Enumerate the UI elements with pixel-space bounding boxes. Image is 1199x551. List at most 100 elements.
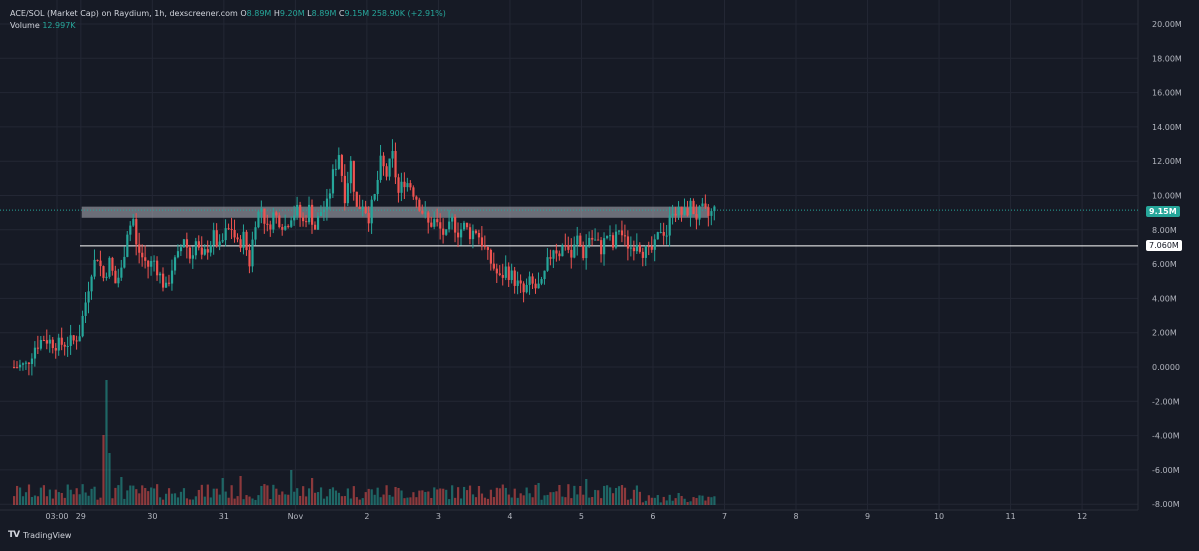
candle-body [606, 236, 609, 239]
volume-bar [260, 486, 263, 505]
candle-body [203, 249, 206, 255]
volume-bar [302, 486, 305, 505]
volume-bar [495, 487, 498, 505]
candle-body [501, 274, 504, 278]
volume-bar [486, 498, 490, 505]
x-tick-label: 3 [436, 512, 441, 521]
candle-body [644, 246, 647, 258]
volume-bar [135, 489, 138, 505]
candle-body [111, 257, 114, 271]
candle-body [656, 232, 659, 240]
volume-bar [629, 498, 633, 505]
volume-bar [173, 493, 177, 505]
candle-body [623, 235, 627, 237]
candle-body [567, 245, 570, 250]
candle-body [454, 216, 457, 233]
candle-body [471, 230, 475, 240]
candle-body [668, 215, 671, 236]
candle-body [588, 237, 591, 246]
candle-body [689, 200, 692, 216]
candle-body [313, 224, 317, 230]
volume-bar [671, 500, 674, 505]
candle-body [603, 238, 606, 255]
candle-body [325, 198, 329, 210]
last-price-tag: 9.15M [1146, 206, 1180, 217]
candle-body [498, 273, 501, 275]
tradingview-footer[interactable]: TV TradingView [8, 530, 71, 540]
x-tick-label: 9 [865, 512, 870, 521]
volume-bar [606, 485, 609, 505]
symbol-title: ACE/SOL (Market Cap) on Raydium, 1h, dex… [10, 9, 238, 18]
candle-body [78, 336, 81, 342]
candle-body [191, 255, 194, 259]
volume-bar [445, 489, 448, 505]
high-label: H [273, 9, 280, 18]
candle-body [695, 214, 698, 220]
volume-bar [293, 491, 296, 505]
volume-bar [430, 498, 433, 505]
volume-bar [179, 491, 183, 505]
candle-body [483, 246, 487, 248]
volume-bar [465, 490, 469, 505]
candle-body [495, 268, 498, 274]
volume-bar [54, 489, 57, 505]
candle-body [102, 266, 105, 278]
resistance-zone-rect [81, 206, 709, 218]
candle-body [117, 277, 120, 284]
candle-body [39, 339, 43, 349]
candle-body [462, 222, 466, 230]
candle-body [564, 245, 567, 247]
volume-bar [471, 494, 475, 505]
volume-bar [325, 496, 329, 505]
candle-body [48, 339, 51, 344]
volume-bar [305, 496, 308, 505]
volume-bar [555, 491, 558, 505]
volume-bar [227, 497, 230, 505]
volume-bar [376, 487, 379, 505]
volume-bar [483, 497, 487, 505]
volume-bar [680, 495, 683, 505]
volume-bar [451, 485, 454, 505]
volume-bar [51, 498, 54, 505]
candle-body [144, 257, 147, 261]
volume-bar [644, 500, 647, 505]
volume-bar [647, 495, 650, 505]
candle-body [367, 213, 370, 224]
candle-body [698, 206, 701, 220]
candle-body [302, 217, 305, 222]
candle-body [662, 231, 665, 236]
volume-bar [251, 498, 254, 505]
volume-bar [585, 479, 588, 505]
volume-bar [480, 493, 484, 505]
candle-body [373, 194, 376, 200]
candle-body [69, 335, 72, 346]
volume-bar [522, 495, 525, 505]
candle-body [13, 367, 16, 368]
volume-bar [546, 494, 549, 505]
candle-body [528, 276, 531, 285]
candle-body [617, 230, 621, 232]
volume-bar [126, 490, 129, 505]
candle-body [674, 213, 677, 216]
candle-body [132, 219, 135, 226]
volume-bar [561, 496, 564, 505]
candle-body [451, 216, 454, 222]
volume-bar [182, 488, 186, 505]
candle-body [409, 183, 412, 188]
volume-bar [600, 498, 603, 505]
candle-body [686, 208, 689, 216]
volume-bar [454, 497, 457, 505]
candle-body [99, 260, 102, 267]
y-tick-label: 6.00M [1152, 260, 1177, 269]
candle-body [188, 247, 192, 259]
candle-body [224, 228, 227, 241]
candle-body [135, 219, 138, 245]
volume-bar [692, 497, 695, 505]
candle-body [519, 280, 522, 284]
candle-body [197, 241, 200, 248]
candle-body [263, 208, 266, 224]
volume-bar [567, 484, 570, 505]
volume-bar [15, 485, 19, 505]
